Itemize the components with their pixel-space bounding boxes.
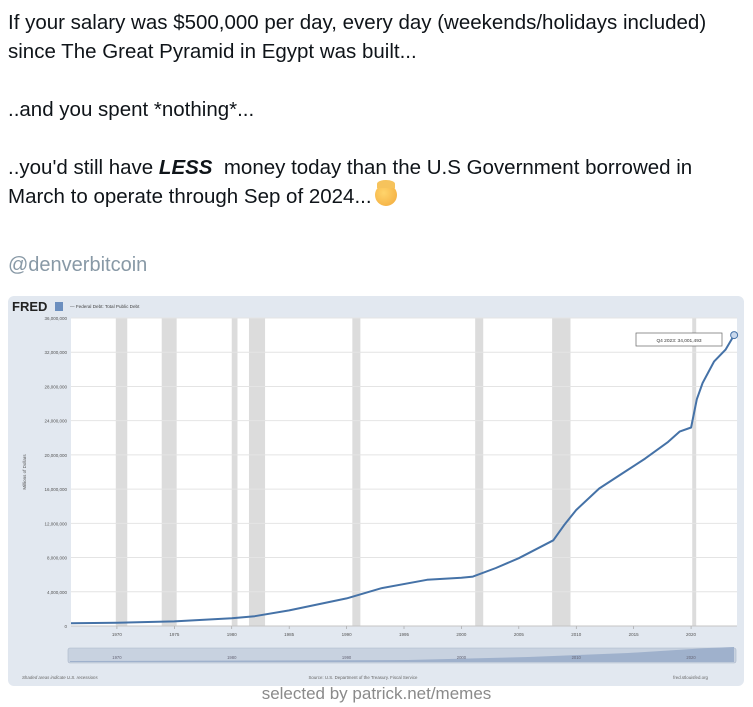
exploding-head-icon (374, 180, 397, 206)
author-handle[interactable]: @denverbitcoin (8, 254, 148, 276)
chart-svg: 0 4,000,000 8,000,000 12,000,000 16,000,000 2… (12, 299, 739, 680)
tweet-line-3-end: money today than the U.S Government borr… (8, 156, 698, 208)
tooltip-box (635, 332, 723, 347)
recession-band-2 (231, 318, 238, 626)
fred-logo: FRED (12, 299, 47, 314)
y-tick-label-4: 16,000,000 (44, 487, 67, 492)
x-tick-label-0: 1970 (112, 632, 123, 637)
recession-note: Shaded areas indicate U.S. recessions (22, 675, 98, 680)
range-label-1: 1980 (227, 655, 237, 660)
last-point-marker (730, 331, 739, 340)
y-tick-label-2: 8,000,000 (47, 556, 68, 561)
tweet-emphasis: LESS (158, 156, 213, 179)
x-tick-label-7: 2005 (514, 632, 525, 637)
recession-band-4 (352, 318, 361, 626)
tweet-line-2: ..and you spent *nothing*... (8, 98, 255, 121)
x-tick-label-10: 2020 (686, 632, 697, 637)
y-tick-label-7: 28,000,000 (44, 384, 67, 389)
recession-band-6 (552, 318, 571, 626)
tooltip-text: Q4 2023: 34,001,493 (656, 338, 701, 344)
range-selector-area (70, 647, 734, 662)
x-tick-label-1: 1975 (169, 632, 180, 637)
credit-footer: selected by patrick.net/memes (261, 684, 492, 703)
y-tick-label-5: 20,000,000 (44, 453, 67, 458)
source-note: Source: U.S. Department of the Treasury.… (309, 675, 419, 680)
recession-band-3 (248, 318, 266, 626)
x-tick-label-2: 1980 (227, 632, 238, 637)
range-label-4: 2010 (572, 655, 582, 660)
y-tick-label-3: 12,000,000 (44, 521, 67, 526)
fred-logo-chart-icon (55, 302, 63, 311)
tweet-line-3-start: ..you'd still have (8, 156, 159, 179)
range-label-0: 1970 (112, 655, 122, 660)
tweet-text: If your salary was $500,000 per day, eve… (8, 8, 748, 211)
tweet-line-1: If your salary was $500,000 per day, eve… (8, 11, 707, 63)
y-tick-label-1: 4,000,000 (47, 590, 68, 595)
tweet-line-3: ..you'd still have LESS money today than… (8, 153, 748, 211)
x-tick-label-8: 2010 (571, 632, 582, 637)
recession-band-5 (475, 318, 484, 626)
recession-band-1 (161, 318, 177, 626)
x-tick-label-5: 1995 (399, 632, 410, 637)
series-line-federal-debt (70, 334, 735, 625)
y-tick-label-8: 32,000,000 (44, 350, 67, 355)
fred-chart: 0 4,000,000 8,000,000 12,000,000 16,000,000 2… (8, 296, 744, 686)
y-tick-label-6: 24,000,000 (44, 419, 67, 424)
x-tick-label-4: 1990 (342, 632, 353, 637)
x-tick-label-6: 2000 (456, 632, 467, 637)
recession-band-7 (692, 318, 697, 626)
y-tick-label-0: 0 (64, 624, 67, 629)
legend-entry: — Federal Debt: Total Public Debt (70, 304, 140, 309)
range-label-5: 2020 (686, 655, 696, 660)
y-axis-label: Millions of Dollars (22, 454, 27, 490)
range-label-3: 2000 (457, 655, 467, 660)
range-label-2: 1990 (342, 655, 352, 660)
x-tick-label-3: 1985 (284, 632, 295, 637)
recession-band-0 (115, 318, 128, 626)
x-tick-label-9: 2015 (629, 632, 640, 637)
site-note: fred.stlouisfed.org (673, 675, 708, 680)
y-tick-label-9: 36,000,000 (44, 316, 67, 321)
